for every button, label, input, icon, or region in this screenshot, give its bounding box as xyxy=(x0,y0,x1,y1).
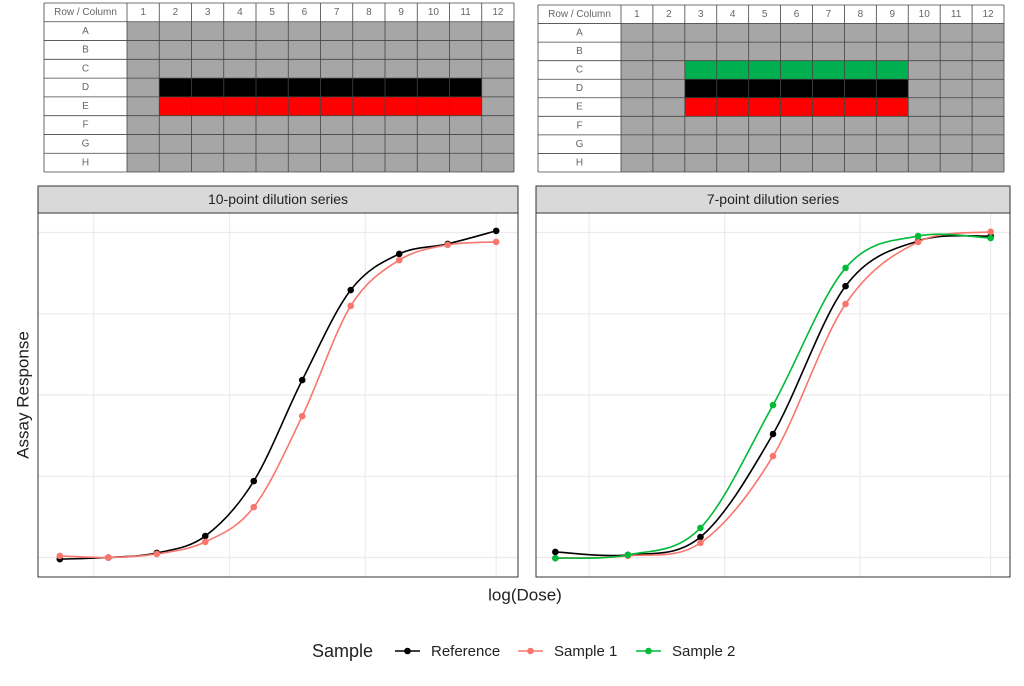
legend-dot xyxy=(404,647,411,655)
series-line xyxy=(59,241,497,559)
row-label: G xyxy=(576,139,584,150)
column-label: 8 xyxy=(858,9,864,20)
row-label: B xyxy=(576,46,583,57)
data-point xyxy=(201,538,209,546)
data-point xyxy=(492,238,500,246)
facet-strip xyxy=(535,185,1011,214)
legend-title: Sample xyxy=(312,641,373,661)
panel-border xyxy=(535,212,1011,578)
data-point xyxy=(842,264,849,272)
column-label: 2 xyxy=(666,9,672,20)
column-label: 1 xyxy=(140,7,146,18)
column-label: 3 xyxy=(698,9,704,20)
row-label: E xyxy=(82,101,89,112)
column-label: 11 xyxy=(460,7,471,18)
legend-label: Sample 2 xyxy=(672,643,735,660)
data-point xyxy=(624,551,632,559)
facet-strip xyxy=(37,185,519,214)
data-point xyxy=(769,401,777,409)
data-point xyxy=(250,503,258,511)
column-label: 7 xyxy=(334,7,340,18)
data-point xyxy=(56,552,64,560)
data-point xyxy=(987,234,994,242)
column-label: 9 xyxy=(398,7,404,18)
data-point xyxy=(697,533,704,541)
data-point xyxy=(769,452,777,460)
x-axis-label: log(Dose) xyxy=(488,585,562,604)
row-label: B xyxy=(82,45,89,56)
column-label: 4 xyxy=(237,7,243,18)
row-label: G xyxy=(82,138,90,149)
data-point xyxy=(444,241,451,249)
column-label: 12 xyxy=(982,9,994,20)
column-label: 10 xyxy=(428,7,440,18)
data-point xyxy=(153,550,161,558)
data-point xyxy=(395,250,403,258)
column-label: 12 xyxy=(492,7,504,18)
row-label: A xyxy=(576,27,583,38)
column-label: 5 xyxy=(762,9,768,20)
data-point xyxy=(298,376,306,384)
column-label: 1 xyxy=(634,9,640,20)
legend-dot xyxy=(527,647,534,655)
data-point xyxy=(914,232,922,240)
plate-header: Row / Column xyxy=(548,9,611,20)
row-label: H xyxy=(82,157,89,168)
legend-label: Sample 1 xyxy=(554,643,617,660)
data-point xyxy=(842,300,849,308)
data-point xyxy=(552,548,559,556)
row-label: C xyxy=(82,63,89,74)
data-point xyxy=(492,227,500,235)
data-point xyxy=(201,532,209,540)
data-point xyxy=(298,412,306,420)
row-label: D xyxy=(576,83,583,94)
column-label: 5 xyxy=(269,7,275,18)
data-point xyxy=(914,238,922,246)
row-label: D xyxy=(82,82,89,93)
data-point xyxy=(105,554,112,561)
data-point xyxy=(697,524,704,532)
column-label: 8 xyxy=(366,7,372,18)
well-band xyxy=(684,97,909,117)
data-point xyxy=(769,430,777,438)
column-label: 11 xyxy=(951,9,962,20)
data-point xyxy=(347,302,355,310)
column-label: 4 xyxy=(730,9,736,20)
column-label: 7 xyxy=(826,9,832,20)
data-point xyxy=(987,228,994,236)
column-label: 6 xyxy=(302,7,308,18)
legend-dot xyxy=(645,647,652,655)
row-label: F xyxy=(82,120,88,131)
column-label: 3 xyxy=(205,7,211,18)
facet-title: 7-point dilution series xyxy=(707,191,839,207)
data-point xyxy=(842,282,849,290)
column-label: 2 xyxy=(173,7,179,18)
data-point xyxy=(395,256,403,264)
plate-header: Row / Column xyxy=(54,7,117,18)
column-label: 10 xyxy=(919,9,931,20)
data-point xyxy=(697,539,704,547)
facet-title: 10-point dilution series xyxy=(208,191,348,207)
row-label: H xyxy=(576,157,583,168)
well-band xyxy=(684,79,909,98)
row-label: F xyxy=(576,120,582,131)
column-label: 6 xyxy=(794,9,800,20)
row-label: E xyxy=(576,102,583,113)
column-label: 9 xyxy=(890,9,896,20)
y-axis-label: Assay Response xyxy=(13,331,32,459)
data-point xyxy=(250,477,258,485)
row-label: C xyxy=(576,65,583,76)
row-label: A xyxy=(82,26,89,37)
legend-label: Reference xyxy=(431,643,500,660)
data-point xyxy=(552,554,559,562)
panel-border xyxy=(37,212,519,578)
well-band xyxy=(684,60,909,80)
data-point xyxy=(347,286,355,294)
